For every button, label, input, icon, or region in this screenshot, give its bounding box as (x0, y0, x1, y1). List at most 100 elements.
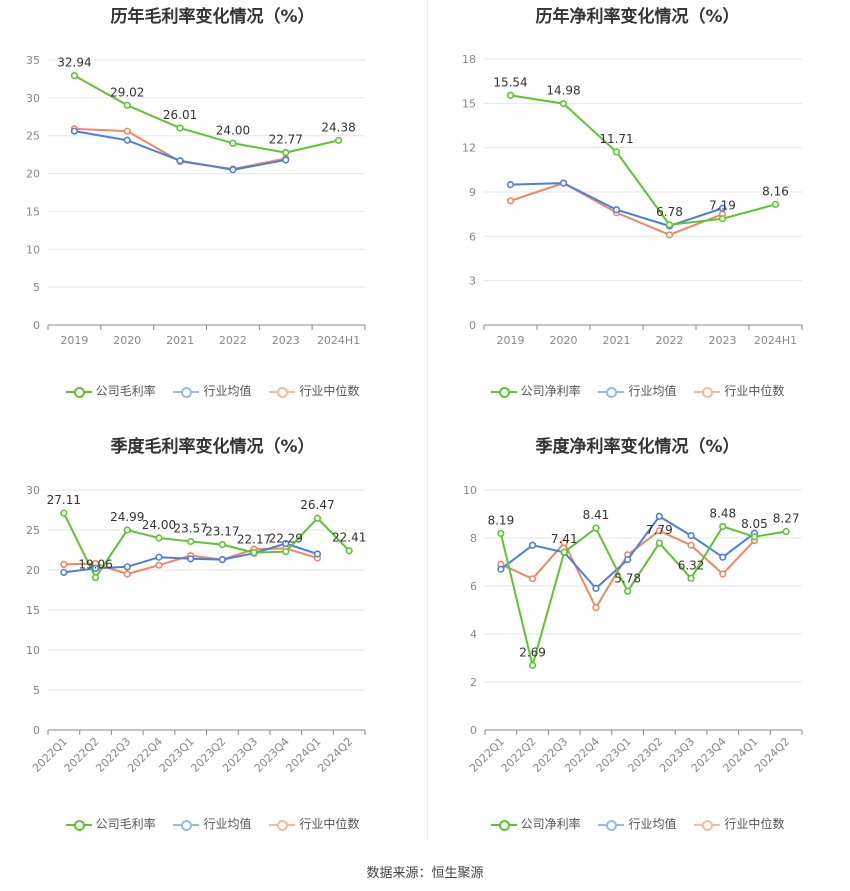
data-point (592, 604, 600, 612)
data-point (592, 524, 600, 532)
data-label: 5.78 (614, 571, 641, 585)
legend-item-industry-median[interactable]: 行业中位数 (694, 382, 784, 399)
legend-label: 公司毛利率 (95, 384, 156, 398)
data-label: 24.38 (321, 120, 355, 134)
data-label: 11.71 (599, 132, 633, 146)
data-point (559, 100, 568, 108)
data-point (123, 570, 131, 578)
legend-label: 行业均值 (203, 384, 252, 398)
data-point (155, 561, 163, 569)
legend-label: 公司净利率 (520, 817, 581, 831)
data-point (719, 522, 727, 531)
x-tick-label: 2020 (113, 334, 141, 347)
chart-quarterly-net-margin: 02468102022Q12022Q22022Q32022Q42023Q1202… (463, 484, 803, 775)
y-tick-label: 5 (33, 684, 40, 697)
legend-label: 行业中位数 (724, 817, 785, 831)
legend-item-company[interactable]: 公司净利率 (490, 382, 581, 399)
data-point (560, 548, 568, 556)
legend-line-icon (65, 386, 92, 398)
data-point (60, 560, 68, 568)
x-tick-label: 2021 (166, 334, 194, 347)
data-point (528, 541, 537, 549)
data-point (70, 127, 79, 135)
data-point (123, 101, 131, 109)
series-line (500, 529, 756, 609)
y-tick-label: 6 (470, 580, 477, 593)
data-point (506, 197, 515, 205)
data-point (718, 215, 727, 223)
legend-item-industry-median[interactable]: 行业中位数 (269, 382, 359, 399)
data-point (506, 181, 515, 189)
data-point (229, 139, 237, 147)
data-point (313, 514, 322, 522)
data-label: 23.17 (205, 525, 239, 539)
y-tick-label: 0 (33, 724, 40, 737)
data-label: 7.19 (709, 199, 736, 213)
y-tick-label: 9 (469, 186, 476, 199)
data-point (218, 556, 226, 564)
legend-line-icon (173, 386, 200, 398)
legend-line-icon (598, 819, 625, 831)
x-tick-label: 2022 (219, 334, 247, 347)
legend-label: 行业均值 (628, 384, 677, 398)
chart-title: 季度净利率变化情况（%） (535, 437, 740, 457)
y-tick-label: 4 (470, 628, 477, 641)
data-label: 24.99 (110, 510, 144, 524)
data-label: 22.41 (332, 531, 366, 545)
data-label: 19.06 (78, 558, 112, 572)
legend-item-industry-avg[interactable]: 行业均值 (598, 815, 677, 832)
y-tick-label: 10 (26, 243, 40, 256)
series-line (510, 94, 776, 226)
legend-item-company[interactable]: 公司毛利率 (65, 815, 156, 832)
chart-title: 历年毛利率变化情况（%） (110, 7, 315, 27)
legend-item-industry-avg[interactable]: 行业均值 (173, 382, 252, 399)
legend-item-company[interactable]: 公司毛利率 (65, 382, 156, 399)
data-point (506, 91, 515, 99)
legend-item-industry-median[interactable]: 行业中位数 (269, 815, 359, 832)
y-tick-label: 30 (26, 484, 40, 497)
chart-legend: 公司毛利率 行业均值 行业中位数 (0, 815, 425, 832)
legend-line-icon (694, 819, 721, 831)
series-line (499, 525, 787, 667)
y-tick-label: 30 (26, 92, 40, 105)
legend-line-icon (490, 819, 517, 831)
x-tick-label: 2021 (603, 334, 631, 347)
data-label: 22.77 (269, 133, 303, 147)
x-tick-label: 2024Q2 (315, 735, 355, 775)
legend-item-industry-median[interactable]: 行业中位数 (694, 815, 784, 832)
legend-label: 行业均值 (203, 817, 252, 831)
legend-label: 行业中位数 (299, 384, 360, 398)
data-point (771, 200, 780, 209)
data-point (176, 157, 184, 165)
chart-panel-quarterly-net: 季度净利率变化情况（%） 0 2 4 6 8 10 2022Q1 2022Q2 2022Q3 20… (425, 430, 850, 860)
data-label: 6.32 (678, 558, 705, 572)
y-tick-label: 5 (33, 281, 40, 294)
data-label: 7.79 (646, 523, 673, 537)
legend-label: 公司净利率 (520, 384, 581, 398)
data-point (187, 537, 195, 546)
chart-annual-gross-margin: 0 5 10 15 20 25 30 35 2019 2020 2021 2022 2023 2024H1… (26, 54, 366, 347)
legend-item-industry-avg[interactable]: 行业均值 (173, 815, 252, 832)
y-tick-label: 0 (470, 724, 477, 737)
data-point (282, 539, 290, 548)
x-tick-label: 2022 (656, 334, 684, 347)
y-tick-label: 20 (26, 168, 40, 181)
chart-panel-annual-gross: 历年毛利率变化情况（%） 0 5 10 15 20 25 30 35 2019 2020 2021 2… (0, 0, 425, 430)
data-point (91, 564, 100, 572)
chart-panel-quarterly-gross: 季度毛利率变化情况（%） 0 5 10 15 20 25 30 2022Q1 2022Q2 202… (0, 430, 425, 860)
y-tick-label: 15 (26, 604, 40, 617)
data-point (528, 575, 537, 583)
chart-panel-annual-net: 历年净利率变化情况（%） 0 3 6 9 12 15 18 2019 2020 2021 2022 2… (425, 0, 850, 430)
y-tick-label: 18 (462, 53, 476, 66)
data-point (187, 555, 195, 563)
data-point (559, 179, 568, 187)
legend-item-industry-avg[interactable]: 行业均值 (598, 382, 677, 399)
x-tick-label: 2023 (272, 334, 300, 347)
data-label: 27.11 (47, 493, 81, 507)
data-label: 26.01 (163, 108, 197, 122)
data-point (655, 512, 663, 520)
legend-item-company[interactable]: 公司净利率 (490, 815, 581, 832)
data-point (60, 568, 68, 576)
data-point (655, 527, 663, 535)
data-label: 26.47 (300, 498, 334, 512)
